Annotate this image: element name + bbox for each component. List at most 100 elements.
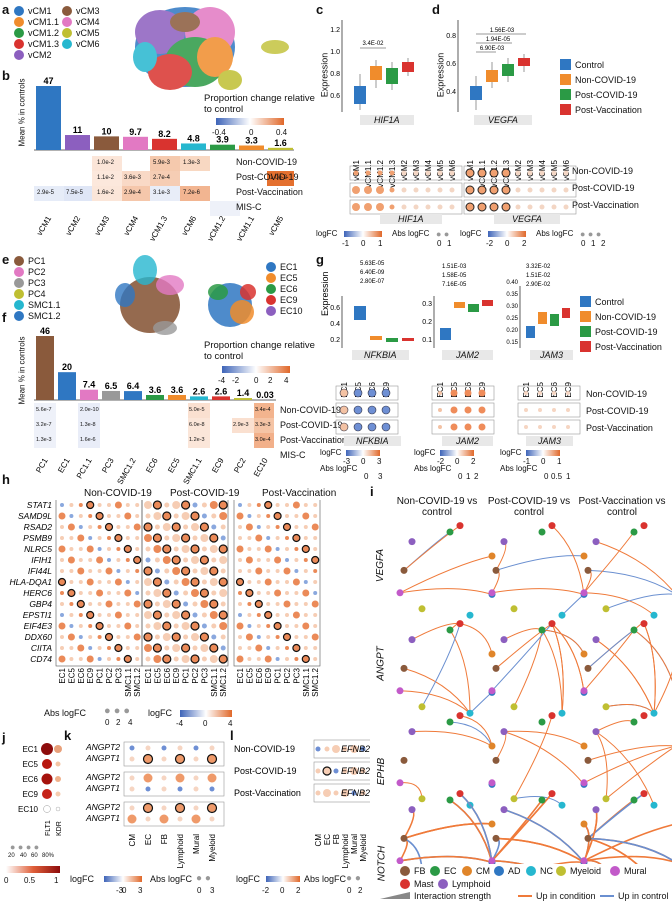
network-node <box>456 620 464 628</box>
dot <box>86 578 94 586</box>
network-node <box>538 718 546 726</box>
network-node <box>446 626 454 634</box>
dot-row-frame <box>463 182 577 198</box>
panel-h-dotplot: STAT1SAMD9LRSAD2PSMB9NLRC5IFIH1IFI44LHLA… <box>9 500 321 667</box>
dot <box>114 643 123 653</box>
dot <box>97 602 102 606</box>
dot <box>97 569 102 573</box>
dot <box>58 655 66 663</box>
f-cell: 3.4e-4 <box>255 407 271 413</box>
network-node <box>580 742 588 750</box>
dot <box>273 621 282 631</box>
g-tick: 2 <box>471 457 476 466</box>
d-ytick: 0.8 <box>446 33 456 40</box>
dot <box>539 170 545 176</box>
dot <box>449 187 455 193</box>
dot <box>294 525 299 529</box>
dot <box>175 773 185 783</box>
c-lfc-tick: 0 <box>361 239 366 248</box>
network-node <box>456 522 464 530</box>
h-col-label: EC9 <box>172 667 181 683</box>
f-row-label: MIS-C <box>280 450 306 460</box>
dot <box>238 591 242 595</box>
interaction-edge <box>587 569 672 593</box>
legend-item: Myeloid <box>556 866 601 876</box>
dot <box>183 634 189 640</box>
dot <box>152 610 162 620</box>
dot <box>69 536 74 540</box>
dot <box>311 523 319 531</box>
i-strength-legend: Interaction strength <box>380 891 491 901</box>
dot <box>236 512 244 520</box>
panel-label-l: l <box>230 728 234 743</box>
network-node <box>558 611 566 619</box>
d-abs-title: Abs logFC <box>536 229 574 238</box>
interaction-edge <box>503 628 543 641</box>
dot <box>201 513 207 519</box>
dot <box>96 589 104 597</box>
g-tick: 1 <box>557 457 562 466</box>
dot <box>69 602 74 606</box>
c-ytick: 1.0 <box>330 49 340 56</box>
dot <box>209 643 219 653</box>
dot <box>266 536 271 540</box>
dot <box>200 534 209 542</box>
j-dot <box>41 743 53 755</box>
b-cell: 1.6e-2 <box>97 190 115 196</box>
dot <box>285 536 289 540</box>
g-abs-tick: 0 <box>364 472 369 481</box>
dot <box>341 789 349 797</box>
dot <box>211 557 217 563</box>
g-lfc-bar <box>346 450 380 456</box>
network-node <box>630 626 638 634</box>
dot <box>264 655 272 663</box>
b-row-label: Post-COVID-19 <box>236 172 299 182</box>
f-cell: 5.0e-5 <box>189 407 205 413</box>
legend-item: vCM1.3 <box>14 39 59 49</box>
legend-item: Control <box>580 296 624 307</box>
dot <box>313 569 318 573</box>
dot <box>256 591 261 595</box>
dot <box>145 786 151 792</box>
dot <box>181 622 190 630</box>
j-row: EC5 <box>22 760 38 769</box>
dot <box>193 775 199 781</box>
h-lfc-tick: 0 <box>203 719 208 728</box>
dot <box>478 423 486 431</box>
dot <box>123 544 132 554</box>
b-cell: 2.7e-4 <box>153 175 171 181</box>
network-node <box>650 611 658 619</box>
dot <box>353 170 359 176</box>
b-cell: 1.1e-2 <box>97 175 115 181</box>
x-tick-label: vCM3 <box>93 214 112 237</box>
dot <box>285 613 289 617</box>
dot-row-frame <box>517 385 581 401</box>
dot <box>181 512 190 520</box>
network-node <box>580 779 588 787</box>
c-pval: 3.4E-02 <box>362 41 384 47</box>
dot <box>324 746 330 752</box>
interaction-edge <box>503 730 585 747</box>
dot <box>97 613 102 617</box>
interaction-edge <box>583 809 598 862</box>
dot <box>154 601 160 607</box>
k-frame <box>123 771 225 797</box>
dot <box>381 405 391 415</box>
legend-item: NC <box>526 866 553 876</box>
dot-col-label: vCM1 <box>352 159 361 180</box>
g-tick: 0 <box>541 457 546 466</box>
b-cell: 2.9e-4 <box>124 190 142 196</box>
c-dot-gene: HIF1A <box>380 214 442 224</box>
interaction-edge <box>495 555 585 571</box>
dot <box>107 657 111 661</box>
x-tick-label: EC9 <box>210 456 226 474</box>
interaction-edge <box>491 588 585 595</box>
dot <box>236 545 244 553</box>
x-tick-label: SMC1.1 <box>181 456 204 486</box>
dot <box>193 805 199 811</box>
d-pval: 6.90E-03 <box>480 46 505 52</box>
j-dot <box>43 805 51 813</box>
dot <box>339 405 349 415</box>
b-cell: 7.2e-6 <box>183 190 201 196</box>
b-cell: 1.0e-2 <box>97 160 115 166</box>
